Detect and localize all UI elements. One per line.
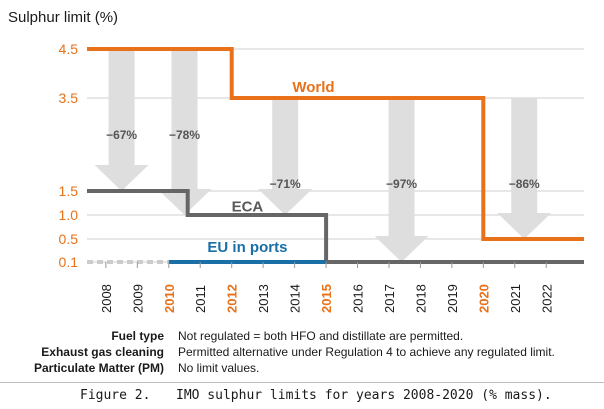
reduction-label: −78% — [169, 128, 200, 142]
series-annotation: World — [292, 79, 334, 96]
y-axis-ticks: 0.1 0.5 1.0 1.5 3.5 4.5 — [59, 41, 79, 270]
x-tick-label: 2008 — [99, 284, 114, 313]
series-line-world — [87, 47, 584, 241]
x-tick-label: 2015 — [319, 284, 334, 313]
note-label: Exhaust gas cleaning — [41, 345, 164, 359]
x-axis-ticks: 2008 2009 2010 2011 2012 2013 2014 2015 2016 2017… — [99, 262, 554, 313]
note-label: Fuel type — [111, 329, 164, 343]
x-tick-label: 2019 — [445, 284, 460, 313]
reduction-label: −67% — [106, 128, 137, 142]
notes-table: Fuel type Not regulated = both HFO and d… — [0, 328, 604, 376]
sulphur-limit-chart: Sulphur limit (%) −67% −78% −71% −97% −86% W… — [8, 9, 584, 313]
y-tick-label: 0.5 — [59, 231, 79, 247]
note-value: No limit values. — [178, 361, 260, 375]
x-tick-label: 2021 — [508, 284, 523, 313]
y-tick-label: 4.5 — [59, 41, 79, 57]
note-row-particulate-matter: Particulate Matter (PM) No limit values. — [0, 360, 604, 376]
note-row-fuel-type: Fuel type Not regulated = both HFO and d… — [0, 328, 604, 344]
x-tick-label: 2022 — [539, 284, 554, 313]
reduction-arrow — [94, 49, 149, 191]
y-tick-label: 0.1 — [59, 254, 79, 270]
note-value: Permitted alternative under Regulation 4… — [178, 345, 555, 359]
reduction-label: −71% — [270, 177, 301, 191]
series-lines — [87, 47, 584, 264]
x-tick-label: 2009 — [130, 284, 145, 313]
series-annotation: EU in ports — [207, 239, 287, 256]
caption-label: Figure 2. — [80, 388, 151, 403]
x-tick-label: 2018 — [413, 284, 428, 313]
y-tick-label: 3.5 — [59, 90, 79, 106]
reduction-arrow — [258, 98, 313, 215]
note-label: Particulate Matter (PM) — [33, 361, 164, 375]
reduction-arrows: −67% −78% −71% −97% −86% — [94, 49, 552, 262]
gridlines — [87, 48, 584, 263]
x-tick-label: 2014 — [288, 284, 303, 313]
x-tick-label: 2013 — [256, 284, 271, 313]
series-annotations: World ECA EU in ports — [207, 79, 334, 256]
y-tick-label: 1.5 — [59, 183, 79, 199]
reduction-arrow — [374, 98, 429, 262]
reduction-arrow — [497, 98, 552, 239]
note-value: Not regulated = both HFO and distillate … — [178, 329, 464, 343]
x-tick-label: 2017 — [382, 284, 397, 313]
chart-title: Sulphur limit (%) — [8, 9, 118, 26]
x-tick-label: 2010 — [162, 284, 177, 313]
x-tick-label: 2016 — [351, 284, 366, 313]
x-tick-label: 2011 — [193, 285, 208, 313]
series-annotation: ECA — [232, 198, 264, 215]
x-tick-label: 2020 — [476, 284, 491, 313]
reduction-arrow — [157, 49, 212, 215]
y-tick-label: 1.0 — [59, 207, 79, 223]
caption-text: IMO sulphur limits for years 2008-2020 (… — [176, 388, 552, 403]
x-tick-label: 2012 — [225, 284, 240, 313]
reduction-label: −97% — [386, 177, 417, 191]
reduction-label: −86% — [509, 177, 540, 191]
series-line-eca — [87, 189, 584, 264]
note-row-exhaust-gas-cleaning: Exhaust gas cleaning Permitted alternati… — [0, 344, 604, 360]
figure-caption: Figure 2. IMO sulphur limits for years 2… — [0, 382, 604, 409]
